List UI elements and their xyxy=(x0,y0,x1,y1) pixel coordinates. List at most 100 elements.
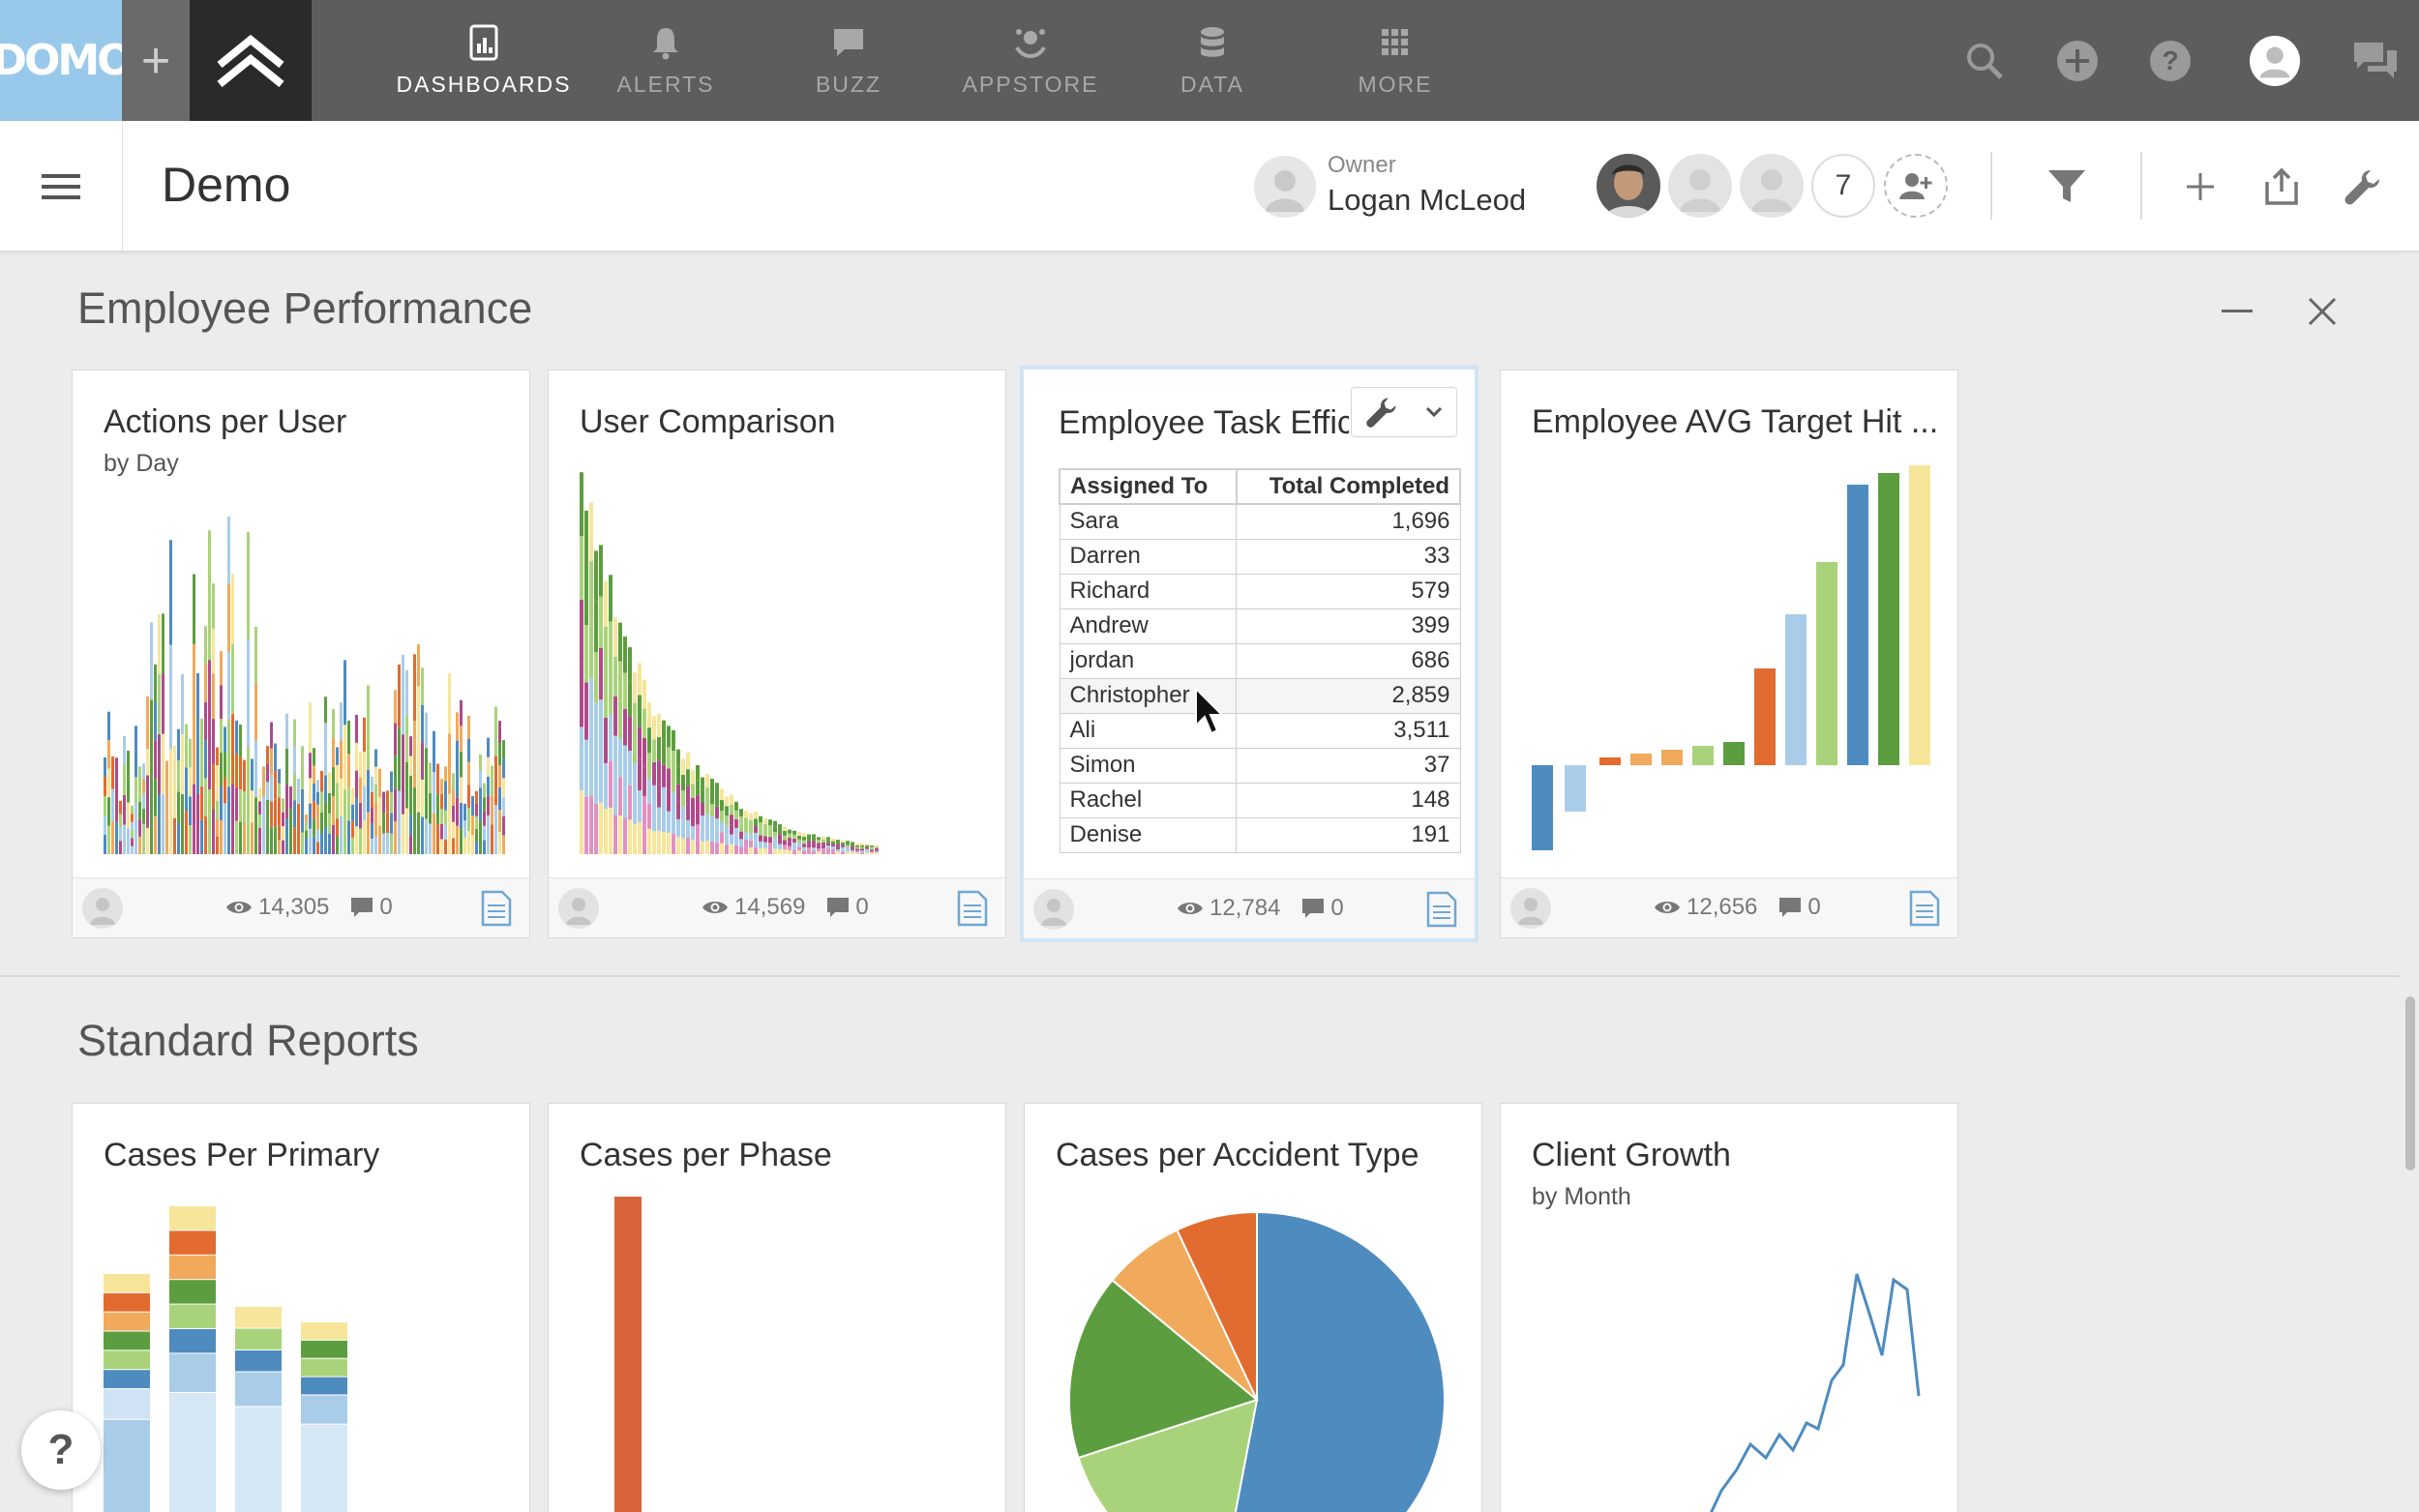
chart-bar-segment xyxy=(812,841,816,845)
card-title[interactable]: User Comparison xyxy=(580,403,836,440)
nav-dashboards[interactable]: DASHBOARDS xyxy=(392,0,576,121)
eye-icon xyxy=(1655,902,1680,913)
column-header[interactable]: Total Completed xyxy=(1235,468,1462,505)
wrench-icon[interactable] xyxy=(2336,160,2390,214)
user-avatar[interactable] xyxy=(2249,35,2301,87)
card-title[interactable]: Cases Per Primary xyxy=(104,1137,380,1173)
nav-more[interactable]: MORE xyxy=(1303,0,1487,121)
card-details-icon[interactable] xyxy=(1903,888,1944,929)
chart-bar-segment xyxy=(212,673,215,720)
add-user-button[interactable] xyxy=(1884,154,1948,218)
card-title[interactable]: Cases per Phase xyxy=(580,1137,832,1173)
table-row[interactable]: Darren 33 xyxy=(1059,538,1461,575)
card-owner-avatar[interactable] xyxy=(1510,888,1551,929)
waterfall-bar-chart[interactable] xyxy=(1532,465,1934,854)
card-title[interactable]: Cases per Accident Type xyxy=(1056,1137,1419,1173)
table-row[interactable]: Ali 3,511 xyxy=(1059,712,1461,749)
data-table[interactable]: Assigned To Total Completed Sara 1,696 Dar… xyxy=(1059,468,1462,853)
owner-avatar[interactable] xyxy=(1254,156,1316,218)
section-title[interactable]: Employee Performance xyxy=(77,283,533,333)
chart-bar-segment xyxy=(293,719,296,747)
table-row[interactable]: Sara 1,696 xyxy=(1059,503,1461,540)
card-title[interactable]: Employee Task Efficiency xyxy=(1059,404,1349,441)
view-count: 14,305 xyxy=(258,894,330,920)
card-cases-per-primary[interactable]: Cases Per Primary xyxy=(72,1103,530,1512)
chevron-down-icon[interactable] xyxy=(1424,405,1444,419)
domo-logo[interactable]: DOMO xyxy=(0,0,134,121)
chart-bar-segment xyxy=(212,583,215,629)
shared-user-avatar[interactable] xyxy=(1740,154,1804,218)
table-row[interactable]: Denise 191 xyxy=(1059,816,1461,853)
stacked-column-chart[interactable] xyxy=(104,1197,506,1512)
vertical-scrollbar[interactable] xyxy=(2402,253,2419,1512)
chart-bar-segment xyxy=(235,1407,282,1512)
pinned-page-tile[interactable] xyxy=(190,0,312,121)
hamburger-menu-button[interactable] xyxy=(0,121,123,252)
nav-data[interactable]: DATA xyxy=(1120,0,1304,121)
chart-bar-segment xyxy=(142,778,145,794)
search-icon[interactable] xyxy=(1958,35,2011,87)
help-icon[interactable]: ? xyxy=(2144,35,2196,87)
page-title[interactable]: Demo xyxy=(162,158,291,212)
chart-bar-segment xyxy=(181,673,184,734)
nav-appstore[interactable]: APPSTORE xyxy=(939,0,1122,121)
filter-icon[interactable] xyxy=(2040,160,2094,214)
chart-bar-segment xyxy=(305,815,308,823)
add-card-icon[interactable] xyxy=(2173,160,2227,214)
share-export-icon[interactable] xyxy=(2255,160,2309,214)
collapse-section-icon[interactable] xyxy=(2216,290,2258,333)
table-row[interactable]: Rachel 148 xyxy=(1059,782,1461,818)
comment-count: 0 xyxy=(379,894,393,920)
section-title[interactable]: Standard Reports xyxy=(77,1016,419,1065)
card-details-icon[interactable] xyxy=(475,888,516,929)
column-header[interactable]: Assigned To xyxy=(1059,468,1238,505)
table-row[interactable]: Simon 37 xyxy=(1059,747,1461,784)
card-owner-avatar[interactable] xyxy=(1033,889,1074,930)
add-circle-icon[interactable] xyxy=(2051,35,2104,87)
table-row[interactable]: Andrew 399 xyxy=(1059,608,1461,644)
chart-bar-segment xyxy=(146,749,149,776)
card-user-comparison[interactable]: User Comparison 14,569 0 xyxy=(548,370,1006,938)
chart-bar-segment xyxy=(875,852,879,854)
bar-chart[interactable] xyxy=(580,1197,982,1512)
close-section-icon[interactable] xyxy=(2301,290,2344,333)
nav-alerts[interactable]: ALERTS xyxy=(574,0,758,121)
shared-user-avatar[interactable] xyxy=(1668,154,1732,218)
chart-bar-segment xyxy=(817,848,821,852)
card-cases-per-phase[interactable]: Cases per Phase xyxy=(548,1103,1006,1512)
card-employee-avg-target-hit[interactable]: Employee AVG Target Hit ... 12,656 0 xyxy=(1500,370,1958,938)
chart-bar-segment xyxy=(705,841,709,854)
table-row[interactable]: Christopher 2,859 xyxy=(1059,677,1461,714)
card-owner-avatar[interactable] xyxy=(82,888,123,929)
chart-bar-segment xyxy=(193,714,195,785)
chart-bar-segment xyxy=(262,824,265,854)
buzz-panel-icon[interactable] xyxy=(2349,35,2402,87)
chart-bar-segment xyxy=(216,747,219,766)
chart-bar-segment xyxy=(374,784,377,802)
card-client-growth[interactable]: Client Growth by Month xyxy=(1500,1103,1958,1512)
stacked-column-chart[interactable] xyxy=(104,496,506,854)
card-title[interactable]: Client Growth xyxy=(1532,1137,1731,1173)
card-details-icon[interactable] xyxy=(1420,889,1461,930)
card-title[interactable]: Actions per User xyxy=(104,403,347,440)
scrollbar-thumb[interactable] xyxy=(2405,996,2415,1171)
card-actions-per-user[interactable]: Actions per User by Day 14,305 0 xyxy=(72,370,530,938)
shared-users-count[interactable]: 7 xyxy=(1811,154,1875,218)
wrench-icon[interactable] xyxy=(1365,396,1398,429)
nav-buzz[interactable]: BUZZ xyxy=(757,0,941,121)
table-row[interactable]: jordan 686 xyxy=(1059,642,1461,679)
add-pinned-page-button[interactable]: + xyxy=(122,0,190,121)
table-row[interactable]: Richard 579 xyxy=(1059,573,1461,609)
card-owner-avatar[interactable] xyxy=(558,888,599,929)
line-chart[interactable] xyxy=(1532,1230,1934,1512)
card-cases-per-accident-type[interactable]: Cases per Accident Type xyxy=(1024,1103,1482,1512)
card-details-icon[interactable] xyxy=(951,888,992,929)
owner-name[interactable]: Logan McLeod xyxy=(1328,183,1527,217)
chart-bar-segment xyxy=(127,751,130,777)
card-employee-task-efficiency[interactable]: Employee Task Efficiency Assigned To Tot… xyxy=(1020,366,1478,942)
shared-user-avatar-photo[interactable] xyxy=(1597,154,1660,218)
pie-chart[interactable] xyxy=(1056,1197,1458,1512)
help-floating-button[interactable]: ? xyxy=(21,1410,101,1490)
stacked-bar-chart[interactable] xyxy=(580,465,982,854)
card-title[interactable]: Employee AVG Target Hit ... xyxy=(1532,403,1938,440)
